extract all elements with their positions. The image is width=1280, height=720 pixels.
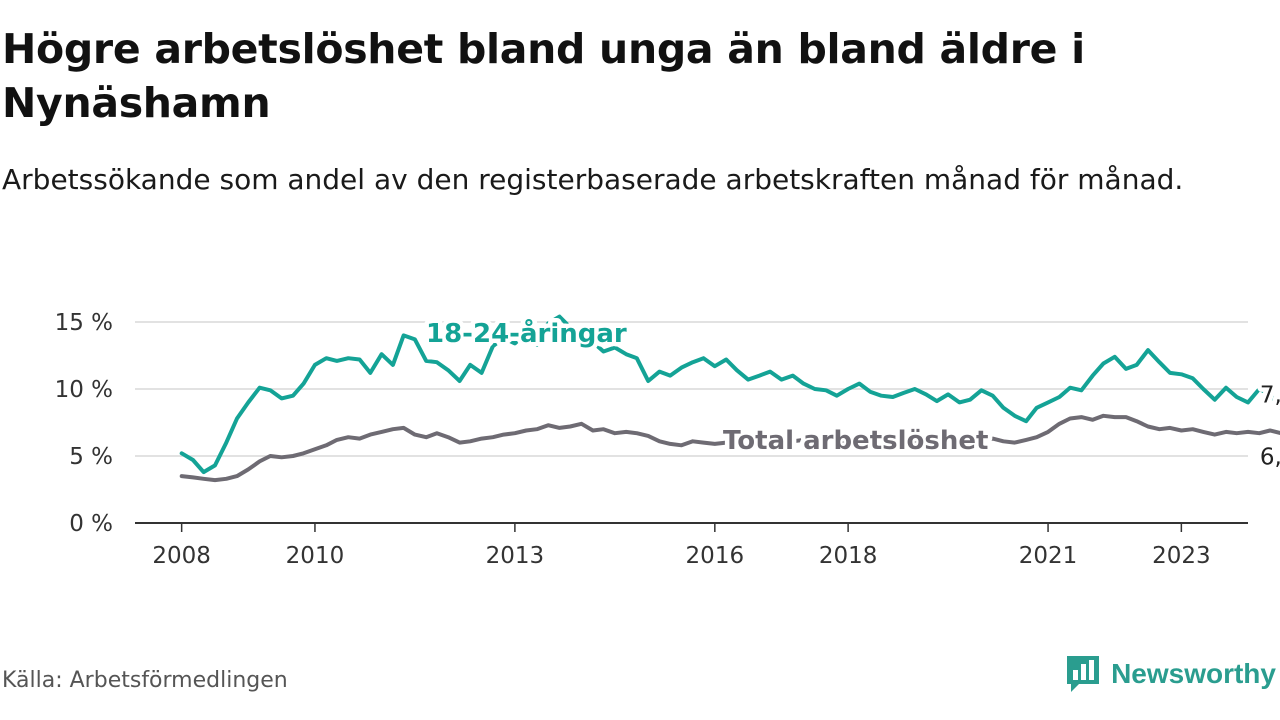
x-tick-label: 2016: [686, 543, 745, 569]
y-tick-label: 10 %: [55, 377, 113, 403]
end-label-total-halo: 6,6 %: [1260, 445, 1280, 471]
newsworthy-logo-icon: [1067, 656, 1100, 692]
x-tick-label: 2013: [486, 543, 545, 569]
series-label-youth-halo: 18-24-åringar: [426, 317, 627, 349]
x-tick-label: 2023: [1152, 543, 1211, 569]
series-lines: [179, 314, 1280, 483]
end-label-youth: 7,8 %: [1260, 382, 1280, 408]
series-line-youth: [179, 314, 1280, 475]
chart-title: Högre arbetslöshet bland unga än bland ä…: [2, 25, 1085, 127]
end-label-total: 6,6 %: [1260, 445, 1280, 471]
x-tick-label: 2021: [1019, 543, 1078, 569]
y-tick-label: 0 %: [69, 511, 113, 537]
series-label-total: Total arbetslöshet: [723, 426, 988, 456]
y-axis: 0 % 5 % 10 % 15 %: [55, 310, 113, 537]
x-tick-label: 2010: [286, 543, 345, 569]
brand-name: Newsworthy: [1111, 658, 1276, 689]
series-line-total: [179, 413, 1280, 483]
y-tick-label: 5 %: [69, 444, 113, 470]
y-tick-label: 15 %: [55, 310, 113, 336]
series-label-total-halo: Total arbetslöshet: [723, 426, 988, 456]
chart-subtitle: Arbetssökande som andel av den registerb…: [2, 163, 1184, 196]
source-note: Källa: Arbetsförmedlingen: [2, 668, 288, 693]
x-tick-label: 2018: [819, 543, 878, 569]
brand-logo: Newsworthy: [1065, 652, 1276, 696]
x-axis: 2008 2010 2013 2016 2018 2021 2023: [135, 522, 1248, 569]
x-tick-label: 2008: [152, 543, 211, 569]
end-label-youth-halo: 7,8 %: [1260, 382, 1280, 408]
gridlines: [135, 321, 1248, 457]
series-label-youth: 18-24-åringar: [426, 317, 627, 349]
